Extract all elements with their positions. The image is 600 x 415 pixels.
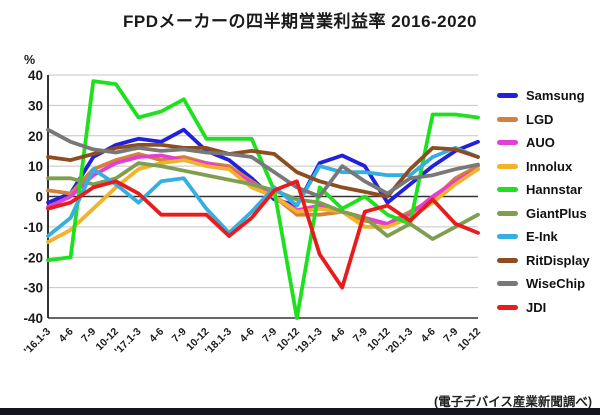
legend-swatch-auo <box>497 140 518 146</box>
legend-label: GiantPlus <box>526 205 587 221</box>
legend-label: JDI <box>526 299 547 315</box>
legend-item-giantplus: GiantPlus <box>497 202 597 226</box>
legend-label: AUO <box>526 135 555 151</box>
y-tick-label: -40 <box>23 311 43 326</box>
y-tick-label: -30 <box>23 281 43 296</box>
legend-item-auo: AUO <box>497 131 597 155</box>
y-axis-unit: % <box>24 53 35 67</box>
legend-label: Innolux <box>526 158 573 174</box>
x-tick-label: 4-6 <box>57 326 76 345</box>
x-tick-label: 4-6 <box>238 326 257 345</box>
legend-swatch-jdi <box>497 304 518 310</box>
legend-label: WiseChip <box>526 276 586 292</box>
series-line-ritdisplay <box>46 142 480 199</box>
y-tick-label: 30 <box>28 98 43 113</box>
legend-swatch-wisechip <box>497 281 518 287</box>
legend-swatch-innolux <box>497 163 518 169</box>
legend-item-innolux: Innolux <box>497 155 597 179</box>
source-note: (電子デバイス産業新聞調べ) <box>434 395 592 409</box>
footer-bar <box>0 408 600 415</box>
legend-item-e-ink: E-Ink <box>497 225 597 249</box>
legend-label: E-Ink <box>526 229 558 245</box>
legend-item-hannstar: Hannstar <box>497 178 597 202</box>
y-tick-label: 20 <box>28 129 43 144</box>
legend-item-ritdisplay: RitDisplay <box>497 249 597 273</box>
y-tick-label: -10 <box>23 220 43 235</box>
y-tick-label: 10 <box>28 159 43 174</box>
y-tick-label: -20 <box>23 250 43 265</box>
legend-swatch-ritdisplay <box>497 257 518 263</box>
legend-label: Hannstar <box>526 182 583 198</box>
legend-swatch-lgd <box>497 116 518 122</box>
legend-label: LGD <box>526 111 554 127</box>
legend-swatch-e-ink <box>497 234 518 240</box>
legend-swatch-samsung <box>497 93 518 99</box>
x-tick-label: 4-6 <box>419 326 438 345</box>
series-line-wisechip <box>46 127 480 199</box>
series-line-jdi <box>46 179 480 290</box>
y-tick-label: 0 <box>35 190 43 205</box>
legend-item-lgd: LGD <box>497 108 597 132</box>
x-tick-label: 4-6 <box>328 326 347 345</box>
y-tick-label: 40 <box>28 68 43 83</box>
chart-legend: Samsung LGD AUO Innolux Hannstar GiantPlus E-I… <box>497 84 597 319</box>
legend-swatch-giantplus <box>497 210 518 216</box>
legend-item-samsung: Samsung <box>497 84 597 108</box>
x-tick-label: '16.1-3 <box>22 326 53 357</box>
legend-item-jdi: JDI <box>497 296 597 320</box>
series-line-giantplus <box>46 161 480 241</box>
legend-label: RitDisplay <box>526 252 590 268</box>
x-tick-label: 10-12 <box>456 326 484 354</box>
chart-title: FPDメーカーの四半期営業利益率 2016-2020 <box>122 12 478 31</box>
legend-item-wisechip: WiseChip <box>497 272 597 296</box>
legend-label: Samsung <box>526 88 585 104</box>
x-tick-label: 4-6 <box>147 326 166 345</box>
legend-swatch-hannstar <box>497 187 518 193</box>
